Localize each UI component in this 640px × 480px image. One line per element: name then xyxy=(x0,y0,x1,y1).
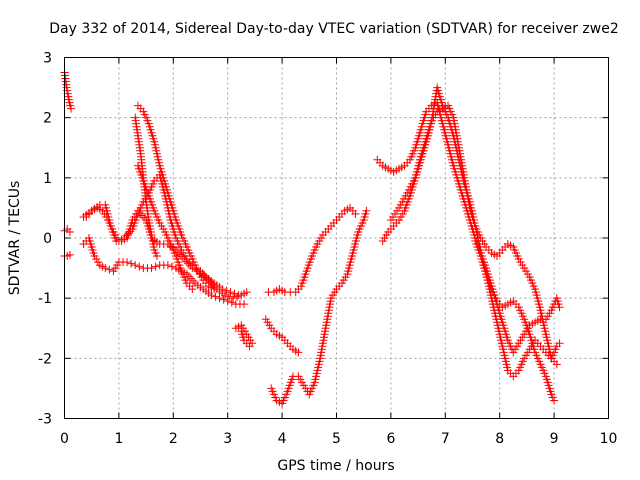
data-point xyxy=(211,292,220,301)
x-tick-label: 10 xyxy=(600,431,618,447)
y-tick-label: 2 xyxy=(43,111,52,127)
data-point xyxy=(152,252,161,261)
y-tick-label: -3 xyxy=(38,412,52,428)
data-point xyxy=(240,300,249,309)
x-tick-label: 3 xyxy=(223,431,232,447)
data-point xyxy=(351,209,360,218)
data-point xyxy=(223,297,232,306)
y-tick-label: -2 xyxy=(38,351,52,367)
series-sat-k xyxy=(237,327,254,351)
x-tick-label: 0 xyxy=(60,431,69,447)
series-sat-h xyxy=(133,101,219,294)
series-sat-n xyxy=(267,206,371,408)
series-sat-i xyxy=(133,161,197,294)
data-point xyxy=(167,262,176,271)
data-points xyxy=(60,68,564,408)
data-point xyxy=(65,250,74,259)
data-point xyxy=(555,339,564,348)
data-point xyxy=(242,288,251,297)
data-point xyxy=(124,229,133,238)
data-point xyxy=(151,262,160,271)
x-tick-label: 9 xyxy=(550,431,559,447)
data-point xyxy=(105,265,114,274)
series-sat-b xyxy=(60,224,74,236)
data-point xyxy=(186,261,195,270)
data-point xyxy=(123,258,132,267)
series-sat-l xyxy=(261,315,303,357)
y-axis-label: SDTVAR / TECUs xyxy=(7,181,23,296)
data-point xyxy=(207,291,216,300)
data-point xyxy=(67,104,76,113)
x-axis-label: GPS time / hours xyxy=(277,458,394,474)
data-point xyxy=(219,295,228,304)
data-point xyxy=(220,291,229,300)
data-point xyxy=(225,292,234,301)
data-point xyxy=(362,206,371,215)
x-tick-label: 7 xyxy=(441,431,450,447)
data-point xyxy=(229,294,238,303)
series-sat-o xyxy=(373,98,564,357)
data-point xyxy=(227,298,236,307)
data-point xyxy=(222,286,231,295)
data-point xyxy=(550,396,559,405)
y-tick-labels: 3 2 1 0 -1 -2 -3 xyxy=(38,51,52,428)
data-point xyxy=(127,259,136,268)
y-tick-label: 3 xyxy=(43,51,52,67)
x-tick-label: 8 xyxy=(495,431,504,447)
data-point xyxy=(245,342,254,351)
data-point xyxy=(189,276,198,285)
x-tick-label: 2 xyxy=(169,431,178,447)
data-point xyxy=(147,264,156,273)
series-sat-a xyxy=(60,68,76,113)
data-point xyxy=(184,259,193,268)
data-point xyxy=(234,291,243,300)
data-point xyxy=(218,285,227,294)
data-point xyxy=(226,288,235,297)
x-tick-label: 6 xyxy=(386,431,395,447)
plot-frame xyxy=(64,57,609,419)
data-point xyxy=(135,262,144,271)
data-point xyxy=(184,272,193,281)
data-point xyxy=(174,248,183,257)
data-point xyxy=(186,274,195,283)
series-sat-r xyxy=(471,237,559,405)
data-point xyxy=(552,360,561,369)
series-sat-q xyxy=(378,101,561,369)
x-tick-labels: 0 1 2 3 4 5 6 7 8 9 10 xyxy=(60,431,617,447)
data-point xyxy=(215,294,224,303)
series-sat-m xyxy=(264,203,360,297)
data-point xyxy=(101,264,110,273)
y-tick-label: 1 xyxy=(43,171,52,187)
x-tick-label: 1 xyxy=(114,431,123,447)
data-point xyxy=(294,348,303,357)
data-point xyxy=(230,289,239,298)
x-tick-label: 4 xyxy=(278,431,287,447)
series-sat-d xyxy=(79,200,251,303)
y-tick-label: 0 xyxy=(43,231,52,247)
y-tick-label: -1 xyxy=(38,291,52,307)
series-sat-f xyxy=(82,170,243,300)
data-point xyxy=(182,257,191,266)
chart-title: Day 332 of 2014, Sidereal Day-to-day VTE… xyxy=(49,21,619,37)
data-point xyxy=(188,285,197,294)
data-point xyxy=(555,303,564,312)
x-tick-label: 5 xyxy=(332,431,341,447)
data-point xyxy=(163,261,172,270)
data-point xyxy=(210,285,219,294)
data-point xyxy=(131,261,140,270)
data-point xyxy=(65,227,74,236)
series-sat-c xyxy=(60,250,74,261)
